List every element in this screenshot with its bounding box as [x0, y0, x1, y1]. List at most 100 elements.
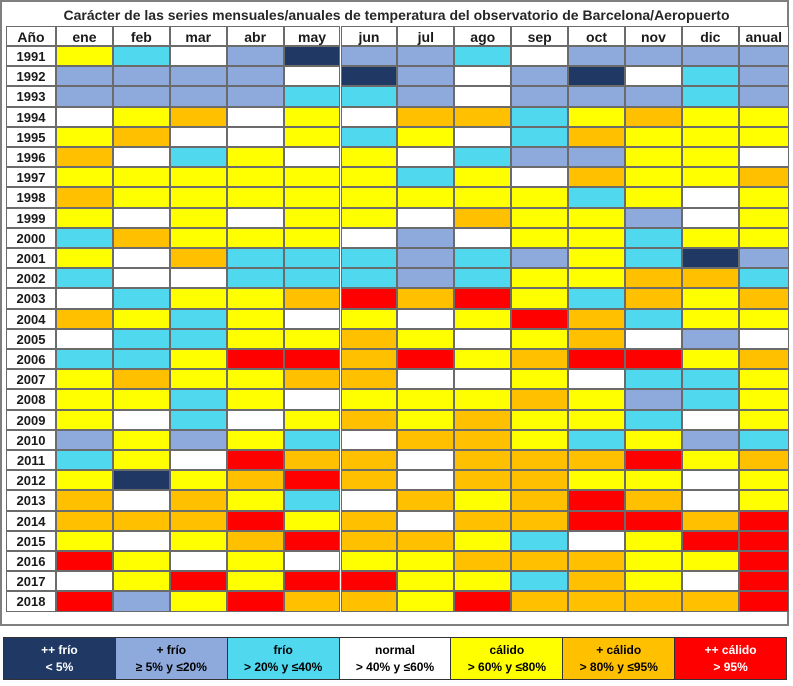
cell-2016-feb: [112, 551, 170, 572]
cell-2014-anual: [738, 510, 789, 531]
cell-2002-ene: [56, 268, 113, 289]
cell-1994-ago: [454, 106, 512, 127]
cell-2003-dic: [681, 288, 739, 309]
cell-1999-feb: [112, 207, 170, 228]
legend-range: ≥ 5% y ≤20%: [135, 659, 207, 674]
cell-1995-sep: [511, 126, 569, 147]
cell-2017-sep: [511, 571, 569, 592]
cell-2002-abr: [226, 268, 284, 289]
cell-2013-mar: [169, 490, 227, 511]
cell-1999-ago: [454, 207, 512, 228]
cell-2013-ago: [454, 490, 512, 511]
row-label-1998: 1998: [6, 187, 56, 208]
cell-2015-jun: [340, 530, 398, 551]
cell-1991-feb: [112, 46, 170, 67]
cell-2008-mar: [169, 389, 227, 410]
cell-1994-feb: [112, 106, 170, 127]
cell-2002-may: [283, 268, 341, 289]
cell-1992-jun: [340, 66, 398, 87]
cell-1998-jun: [340, 187, 398, 208]
row-label-1991: 1991: [6, 46, 56, 67]
cell-1997-mar: [169, 167, 227, 188]
cell-2008-sep: [511, 389, 569, 410]
row-label-2000: 2000: [6, 227, 56, 248]
cell-2008-ago: [454, 389, 512, 410]
row-label-1999: 1999: [6, 207, 56, 228]
cell-2017-jul: [397, 571, 455, 592]
cell-2008-abr: [226, 389, 284, 410]
cell-2016-jul: [397, 551, 455, 572]
cell-2014-ago: [454, 510, 512, 531]
cell-1993-mar: [169, 86, 227, 107]
cell-2014-oct: [568, 510, 625, 531]
cell-2003-ene: [56, 288, 113, 309]
cell-1996-ago: [454, 147, 512, 168]
cell-2002-dic: [681, 268, 739, 289]
cell-2000-jul: [397, 227, 455, 248]
row-label-2004: 2004: [6, 308, 56, 329]
cell-2010-dic: [681, 429, 739, 450]
cell-2010-anual: [738, 429, 789, 450]
cell-1999-nov: [625, 207, 682, 228]
cell-2003-jun: [340, 288, 398, 309]
cell-2006-feb: [112, 349, 170, 370]
cell-2016-oct: [568, 551, 625, 572]
cell-2010-nov: [625, 429, 682, 450]
cell-2011-mar: [169, 450, 227, 471]
cell-1995-dic: [681, 126, 739, 147]
legend-item-MC: + cálido > 80% y ≤95%: [563, 638, 676, 679]
cell-2007-oct: [568, 369, 625, 390]
cell-2011-ago: [454, 450, 512, 471]
column-header-jun: jun: [340, 26, 398, 46]
cell-1993-feb: [112, 86, 170, 107]
cell-2000-abr: [226, 227, 284, 248]
cell-2012-sep: [511, 470, 569, 491]
cell-2002-jun: [340, 268, 398, 289]
cell-1999-jul: [397, 207, 455, 228]
cell-2006-oct: [568, 349, 625, 370]
cell-1998-feb: [112, 187, 170, 208]
cell-2011-feb: [112, 450, 170, 471]
cell-2004-ene: [56, 308, 113, 329]
cell-1996-oct: [568, 147, 625, 168]
cell-2009-ago: [454, 409, 512, 430]
row-label-2008: 2008: [6, 389, 56, 410]
cell-2017-ago: [454, 571, 512, 592]
cell-2016-nov: [625, 551, 682, 572]
cell-2018-jul: [397, 591, 455, 612]
cell-2003-mar: [169, 288, 227, 309]
row-label-2001: 2001: [6, 248, 56, 269]
cell-1995-jul: [397, 126, 455, 147]
cell-2009-feb: [112, 409, 170, 430]
cell-2003-feb: [112, 288, 170, 309]
cell-1997-ene: [56, 167, 113, 188]
cell-2014-ene: [56, 510, 113, 531]
cell-1997-jun: [340, 167, 398, 188]
cell-2001-jul: [397, 248, 455, 269]
cell-2005-feb: [112, 328, 170, 349]
column-header-oct: oct: [568, 26, 625, 46]
row-label-1997: 1997: [6, 167, 56, 188]
row-label-1996: 1996: [6, 147, 56, 168]
cell-1992-ene: [56, 66, 113, 87]
cell-2008-feb: [112, 389, 170, 410]
cell-2007-may: [283, 369, 341, 390]
cell-1992-sep: [511, 66, 569, 87]
cell-1991-ago: [454, 46, 512, 67]
cell-2016-ago: [454, 551, 512, 572]
cell-2009-dic: [681, 409, 739, 430]
cell-2012-abr: [226, 470, 284, 491]
cell-2003-may: [283, 288, 341, 309]
cell-2017-feb: [112, 571, 170, 592]
cell-1993-abr: [226, 86, 284, 107]
legend-range: > 80% y ≤95%: [579, 659, 658, 674]
row-label-1992: 1992: [6, 66, 56, 87]
cell-1994-ene: [56, 106, 113, 127]
cell-2004-oct: [568, 308, 625, 329]
cell-2000-jun: [340, 227, 398, 248]
cell-2011-nov: [625, 450, 682, 471]
chart-title: Carácter de las series mensuales/anuales…: [63, 7, 730, 23]
cell-2018-feb: [112, 591, 170, 612]
column-header-ene: ene: [56, 26, 113, 46]
cell-1996-dic: [681, 147, 739, 168]
